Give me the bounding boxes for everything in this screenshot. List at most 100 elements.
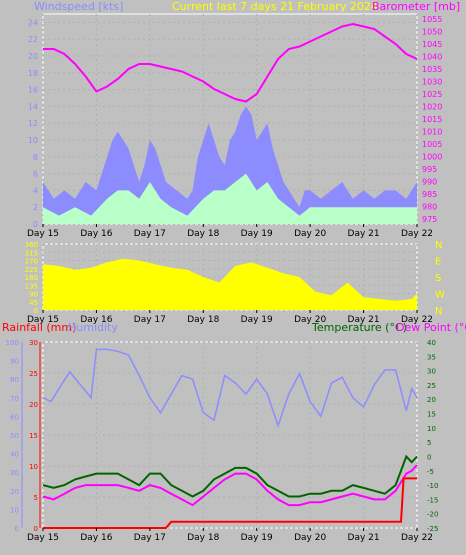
temperature-tick-label: 5 — [427, 439, 431, 447]
windspeed-tick-label: 0 — [33, 220, 38, 229]
temperature-tick-label: 15 — [427, 411, 436, 419]
x-tick-label: Day 20 — [294, 229, 326, 239]
temperature-tick-label: 35 — [427, 353, 436, 361]
rainfall-tick-label: 25 — [29, 370, 38, 378]
x-tick-label: Day 21 — [348, 315, 380, 325]
x-tick-label: Day 22 — [401, 229, 433, 239]
compass-label: S — [435, 273, 441, 284]
barometer-tick-label: 1025 — [422, 90, 442, 99]
direction-tick-label: 315 — [25, 249, 38, 257]
rainfall-tick-label: 5 — [34, 494, 38, 502]
dewpoint-series-line — [42, 464, 418, 507]
direction-tick-label: 135 — [25, 282, 38, 290]
temperature-tick-label: 20 — [427, 396, 436, 404]
x-tick-label: Day 20 — [294, 533, 326, 543]
rainfall-tick-label: 10 — [29, 463, 38, 471]
temperature-tick-label: -25 — [427, 525, 438, 533]
compass-label: N — [435, 240, 442, 251]
temperature-tick-label: 0 — [427, 453, 431, 461]
x-tick-label: Day 18 — [187, 533, 219, 543]
windspeed-tick-label: 16 — [28, 86, 38, 95]
direction-tick-label: 180 — [25, 274, 38, 282]
barometer-tick-label: 980 — [422, 203, 437, 212]
x-tick-label: Day 18 — [187, 229, 219, 239]
barometer-tick-label: 1040 — [422, 53, 442, 62]
direction-series-group — [43, 258, 417, 310]
temperature-tick-label: 40 — [427, 339, 436, 347]
x-tick-label: Day 17 — [134, 229, 166, 239]
humidity-tick-label: 10 — [10, 506, 19, 514]
x-tick-label: Day 16 — [80, 533, 112, 543]
barometer-tick-label: 995 — [422, 165, 437, 174]
windspeed-tick-label: 6 — [33, 170, 38, 179]
x-tick-label: Day 17 — [134, 533, 166, 543]
barometer-tick-label: 1010 — [422, 128, 442, 137]
windspeed-tick-label: 14 — [28, 102, 38, 111]
humidity-axis-title: Humidity — [68, 321, 118, 334]
x-tick-label: Day 21 — [348, 229, 380, 239]
direction-tick-label: 0 — [34, 307, 38, 315]
humidity-tick-label: 50 — [10, 432, 19, 440]
windspeed-tick-label: 24 — [28, 18, 38, 27]
compass-label: N — [435, 306, 442, 317]
direction-tick-label: 90 — [29, 291, 38, 299]
barometer-tick-label: 1050 — [422, 28, 442, 37]
barometer-tick-label: 1045 — [422, 40, 442, 49]
humidity-tick-label: 80 — [10, 376, 19, 384]
rainfall-tick-label: 0 — [34, 525, 38, 533]
x-tick-label: Day 15 — [27, 315, 59, 325]
temp-gridlines — [42, 341, 418, 529]
windspeed-tick-label: 8 — [33, 153, 38, 162]
barometer-tick-label: 1005 — [422, 140, 442, 149]
temperature-tick-label: -20 — [427, 511, 438, 519]
barometer-tick-label: 1020 — [422, 103, 442, 112]
x-tick-label: Day 16 — [80, 315, 112, 325]
direction-tick-label: 225 — [25, 266, 38, 274]
temp-axes-group: 0510152025300102030405060708090100-25-20… — [6, 339, 439, 543]
temperature-tick-label: -10 — [427, 482, 438, 490]
direction-tick-label: 45 — [29, 299, 38, 307]
windspeed-tick-label: 18 — [28, 69, 38, 78]
temperature-tick-label: 25 — [427, 382, 436, 390]
windspeed-axis-title: Windspeed [kts] — [34, 0, 123, 13]
humidity-series-line — [42, 348, 418, 429]
average-windspeed-series-area — [43, 173, 417, 224]
windspeed-tick-label: 10 — [28, 136, 38, 145]
temperature-tick-label: -15 — [427, 496, 438, 504]
compass-label: W — [435, 290, 445, 301]
temperature-tick-label: 10 — [427, 425, 436, 433]
temp-series-group — [42, 348, 418, 529]
direction-tick-label: 360 — [25, 241, 38, 249]
temperature-tick-label: 30 — [427, 368, 436, 376]
x-tick-label: Day 18 — [187, 315, 219, 325]
humidity-tick-label: 70 — [10, 395, 19, 403]
x-tick-label: Day 17 — [134, 315, 166, 325]
x-tick-label: Day 22 — [401, 533, 433, 543]
chart-period-title: Current last 7 days 21 February 2024 — [172, 0, 378, 13]
windspeed-tick-label: 4 — [33, 186, 38, 195]
wind-direction-series-area — [43, 258, 417, 310]
barometer-tick-label: 1055 — [422, 15, 442, 24]
x-tick-label: Day 15 — [27, 229, 59, 239]
windspeed-tick-label: 12 — [28, 119, 38, 128]
x-tick-label: Day 19 — [241, 315, 273, 325]
humidity-tick-label: 30 — [10, 469, 19, 477]
compass-label: E — [435, 257, 441, 268]
x-tick-label: Day 22 — [401, 315, 433, 325]
windspeed-tick-label: 22 — [28, 35, 38, 44]
windspeed-series-area — [43, 106, 417, 224]
humidity-tick-label: 20 — [10, 488, 19, 496]
barometer-axis-title: Barometer [mb] — [372, 0, 460, 13]
x-tick-label: Day 20 — [294, 315, 326, 325]
humidity-tick-label: 0 — [15, 525, 19, 533]
humidity-tick-label: 100 — [6, 339, 19, 347]
rainfall-series-line — [43, 477, 417, 529]
barometer-tick-label: 975 — [422, 215, 437, 224]
temperature-axis-title: Temperature (°C) — [311, 321, 407, 334]
direction-tick-label: 270 — [25, 258, 38, 266]
humidity-tick-label: 90 — [10, 358, 19, 366]
barometer-series-line — [43, 22, 418, 103]
barometer-tick-label: 990 — [422, 178, 437, 187]
